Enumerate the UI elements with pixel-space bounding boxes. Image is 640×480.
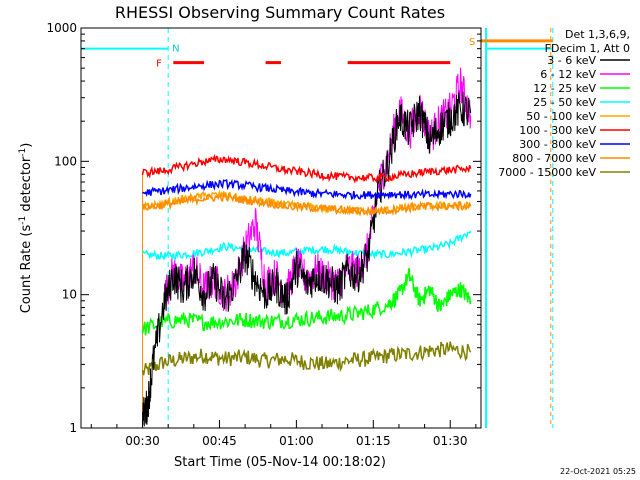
legend-header-1: Det 1,3,6,9,: [565, 28, 630, 41]
y-axis-ticks: 1 10 100 1000: [46, 21, 481, 435]
y-axis-label-sup2: -1: [18, 148, 28, 157]
series-line-800_7000keV: [141, 192, 472, 217]
legend-label: 300 - 800 keV: [519, 138, 596, 151]
annotation-s: S: [469, 37, 475, 48]
legend-header-2: FDecim 1, Att 0: [545, 42, 630, 55]
series-line-25_50keV: [141, 230, 472, 260]
footer-timestamp: 22-Oct-2021 05:25: [560, 467, 636, 476]
x-axis-ticks: 00:30 00:45 01:00 01:15 01:30: [90, 420, 477, 448]
y-axis-label-mid: detector: [19, 156, 34, 216]
series-line-7000_15000keV: [141, 341, 472, 376]
x-tick-label: 01:15: [356, 434, 391, 448]
legend-label: 50 - 100 keV: [526, 110, 596, 123]
plot-frame: [80, 27, 482, 429]
series-line-12_25keV: [141, 267, 472, 336]
series-line-50_100keV: [141, 189, 472, 217]
series-line-3_6keV: [142, 91, 472, 427]
legend-label: 25 - 50 keV: [533, 96, 596, 109]
legend-label: 3 - 6 keV: [547, 54, 596, 67]
x-axis-label: Start Time (05-Nov-14 00:18:02): [174, 455, 386, 470]
x-tick-label: 00:30: [125, 434, 160, 448]
y-axis-label-start: Count Rate (s: [19, 225, 34, 314]
series-line-300_800keV: [142, 178, 472, 201]
plot-area: NF S: [81, 28, 554, 428]
y-axis-label: Count Rate (s-1 detector-1): [18, 143, 34, 314]
annotation-n: N: [172, 44, 179, 55]
y-tick-label: 10: [62, 288, 77, 302]
series-line-100_300keV: [141, 153, 472, 184]
legend-label: 7000 - 15000 keV: [498, 166, 596, 179]
chart-title: RHESSI Observing Summary Count Rates: [115, 3, 445, 22]
legend-label: 100 - 300 keV: [519, 124, 596, 137]
legend-label: 6 - 12 keV: [540, 68, 596, 81]
annotation-f: F: [156, 59, 162, 70]
y-tick-label: 1: [69, 421, 77, 435]
x-tick-label: 00:45: [202, 434, 237, 448]
y-tick-label: 1000: [46, 21, 77, 35]
legend-label: 800 - 7000 keV: [512, 152, 596, 165]
legend-label: 12 - 25 keV: [533, 82, 596, 95]
x-tick-label: 01:30: [433, 434, 468, 448]
y-axis-label-end: ): [19, 143, 34, 148]
y-axis-label-sup1: -1: [18, 216, 28, 225]
x-tick-label: 01:00: [279, 434, 314, 448]
y-tick-label: 100: [54, 154, 77, 168]
legend: Det 1,3,6,9, FDecim 1, Att 0 3 - 6 keV6 …: [498, 28, 630, 179]
